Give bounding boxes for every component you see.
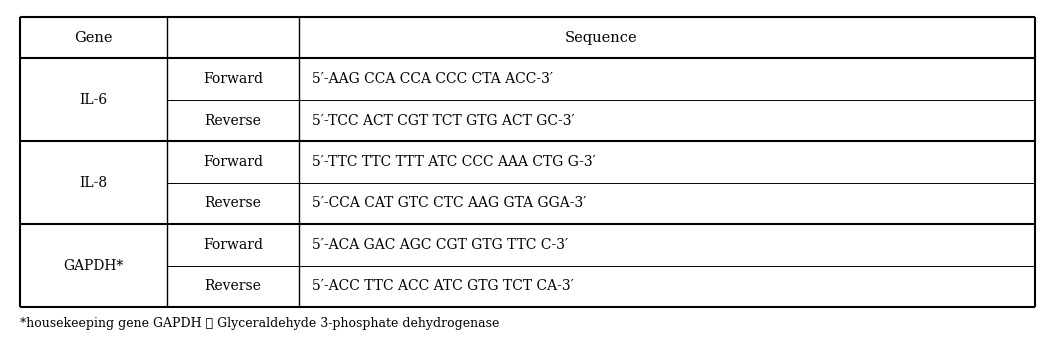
Text: IL-6: IL-6 [79,93,108,107]
Text: Forward: Forward [204,72,263,86]
Text: 5′-TTC TTC TTT ATC CCC AAA CTG G-3′: 5′-TTC TTC TTT ATC CCC AAA CTG G-3′ [312,155,595,169]
Text: Gene: Gene [74,31,113,45]
Text: 5′-TCC ACT CGT TCT GTG ACT GC-3′: 5′-TCC ACT CGT TCT GTG ACT GC-3′ [312,113,574,128]
Text: 5′-ACA GAC AGC CGT GTG TTC C-3′: 5′-ACA GAC AGC CGT GTG TTC C-3′ [312,238,568,252]
Text: Reverse: Reverse [205,113,262,128]
Text: Reverse: Reverse [205,196,262,210]
Text: Forward: Forward [204,238,263,252]
Text: GAPDH*: GAPDH* [63,259,123,273]
Text: Reverse: Reverse [205,279,262,293]
Text: IL-8: IL-8 [79,176,108,190]
Text: Forward: Forward [204,155,263,169]
Text: 5′-AAG CCA CCA CCC CTA ACC-3′: 5′-AAG CCA CCA CCC CTA ACC-3′ [312,72,553,86]
Text: *housekeeping gene GAPDH ： Glyceraldehyde 3-phosphate dehydrogenase: *housekeeping gene GAPDH ： Glyceraldehyd… [20,317,499,330]
Text: 5′-CCA CAT GTC CTC AAG GTA GGA-3′: 5′-CCA CAT GTC CTC AAG GTA GGA-3′ [312,196,587,210]
Text: Sequence: Sequence [564,31,637,45]
Text: 5′-ACC TTC ACC ATC GTG TCT CA-3′: 5′-ACC TTC ACC ATC GTG TCT CA-3′ [312,279,574,293]
